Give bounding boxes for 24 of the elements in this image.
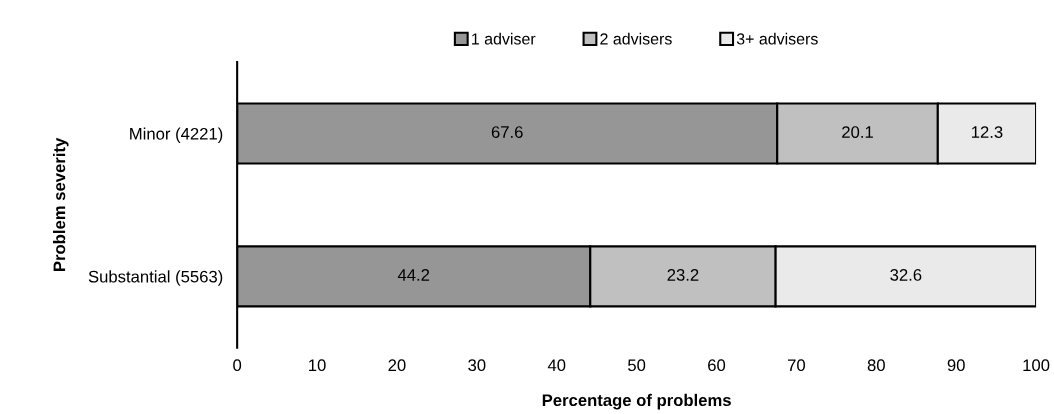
y-tick-label: Substantial (5563)	[88, 270, 223, 286]
x-tick-label: 100	[1023, 359, 1050, 372]
x-tick-label: 30	[468, 359, 486, 372]
y-tick-label: Minor (4221)	[130, 127, 223, 143]
x-axis-title: Percentage of problems	[542, 393, 731, 410]
legend-label: 2 advisers	[600, 32, 672, 45]
x-tick-label: 50	[628, 359, 646, 372]
x-tick-label: 20	[388, 359, 406, 372]
x-tick-label: 80	[867, 359, 885, 372]
y-axis-title: Problem severity	[53, 137, 69, 271]
x-tick-label: 10	[309, 359, 326, 372]
x-tick-label: 40	[547, 359, 566, 372]
data-label: 44.2	[397, 269, 430, 281]
data-label: 32.6	[890, 269, 922, 281]
x-tick-label: 90	[947, 359, 965, 372]
data-label: 12.3	[972, 126, 1003, 138]
legend-label: 1 adviser	[472, 32, 536, 45]
legend-label: 3+ advisers	[736, 32, 818, 45]
data-label: 20.1	[842, 126, 873, 138]
x-tick-label: 70	[787, 359, 806, 372]
data-label: 23.2	[667, 269, 699, 281]
data-label: 67.6	[491, 126, 523, 138]
x-tick-label: 60	[708, 359, 726, 372]
x-tick-label: 0	[233, 359, 242, 372]
